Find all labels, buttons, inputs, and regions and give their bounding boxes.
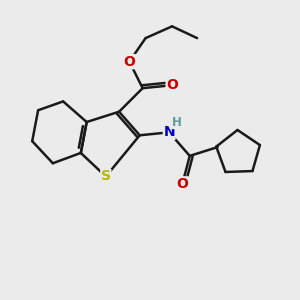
- Text: N: N: [163, 125, 175, 139]
- Text: O: O: [176, 177, 188, 191]
- Text: H: H: [172, 116, 182, 128]
- Text: O: O: [166, 78, 178, 92]
- Text: O: O: [124, 55, 135, 69]
- Text: S: S: [101, 169, 111, 184]
